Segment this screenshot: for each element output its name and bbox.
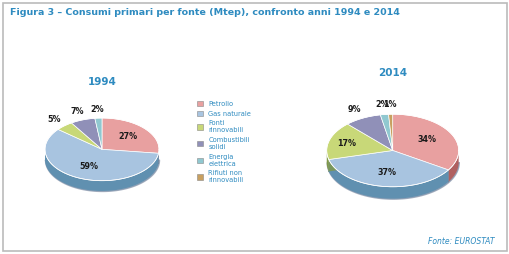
- Polygon shape: [392, 150, 447, 182]
- Polygon shape: [447, 149, 458, 182]
- Polygon shape: [45, 148, 158, 191]
- Text: Figura 3 – Consumi primari per fonte (Mtep), confronto anni 1994 e 2014: Figura 3 – Consumi primari per fonte (Mt…: [10, 8, 399, 17]
- Text: Fonte: EUROSTAT: Fonte: EUROSTAT: [428, 237, 494, 246]
- Polygon shape: [328, 160, 447, 199]
- Polygon shape: [58, 123, 102, 149]
- Polygon shape: [392, 114, 458, 170]
- Polygon shape: [102, 149, 158, 164]
- Text: 2%: 2%: [375, 100, 388, 109]
- Text: 5%: 5%: [47, 115, 61, 124]
- Polygon shape: [328, 150, 447, 187]
- Text: 9%: 9%: [347, 105, 360, 114]
- Polygon shape: [347, 115, 392, 150]
- Polygon shape: [380, 114, 392, 150]
- Text: 59%: 59%: [79, 162, 98, 171]
- Text: 34%: 34%: [417, 135, 436, 145]
- Polygon shape: [392, 150, 447, 182]
- Title: 1994: 1994: [88, 77, 116, 87]
- Text: 2%: 2%: [91, 105, 104, 114]
- Title: 2014: 2014: [377, 68, 407, 78]
- Legend: Petrolio, Gas naturale, Fonti
rinnovabili, Combustibili
solidi, Energia
elettric: Petrolio, Gas naturale, Fonti rinnovabil…: [197, 101, 251, 183]
- Text: 27%: 27%: [118, 132, 137, 141]
- Text: 1%: 1%: [383, 100, 396, 108]
- Polygon shape: [328, 150, 392, 171]
- Polygon shape: [326, 149, 328, 171]
- Polygon shape: [45, 129, 158, 181]
- Polygon shape: [71, 118, 102, 149]
- Polygon shape: [388, 114, 392, 150]
- Polygon shape: [102, 118, 159, 153]
- Text: 17%: 17%: [337, 139, 356, 148]
- Text: 37%: 37%: [376, 167, 395, 177]
- Polygon shape: [95, 118, 102, 149]
- Polygon shape: [102, 149, 158, 164]
- Polygon shape: [328, 150, 392, 171]
- Polygon shape: [326, 124, 392, 160]
- Text: 7%: 7%: [70, 107, 84, 116]
